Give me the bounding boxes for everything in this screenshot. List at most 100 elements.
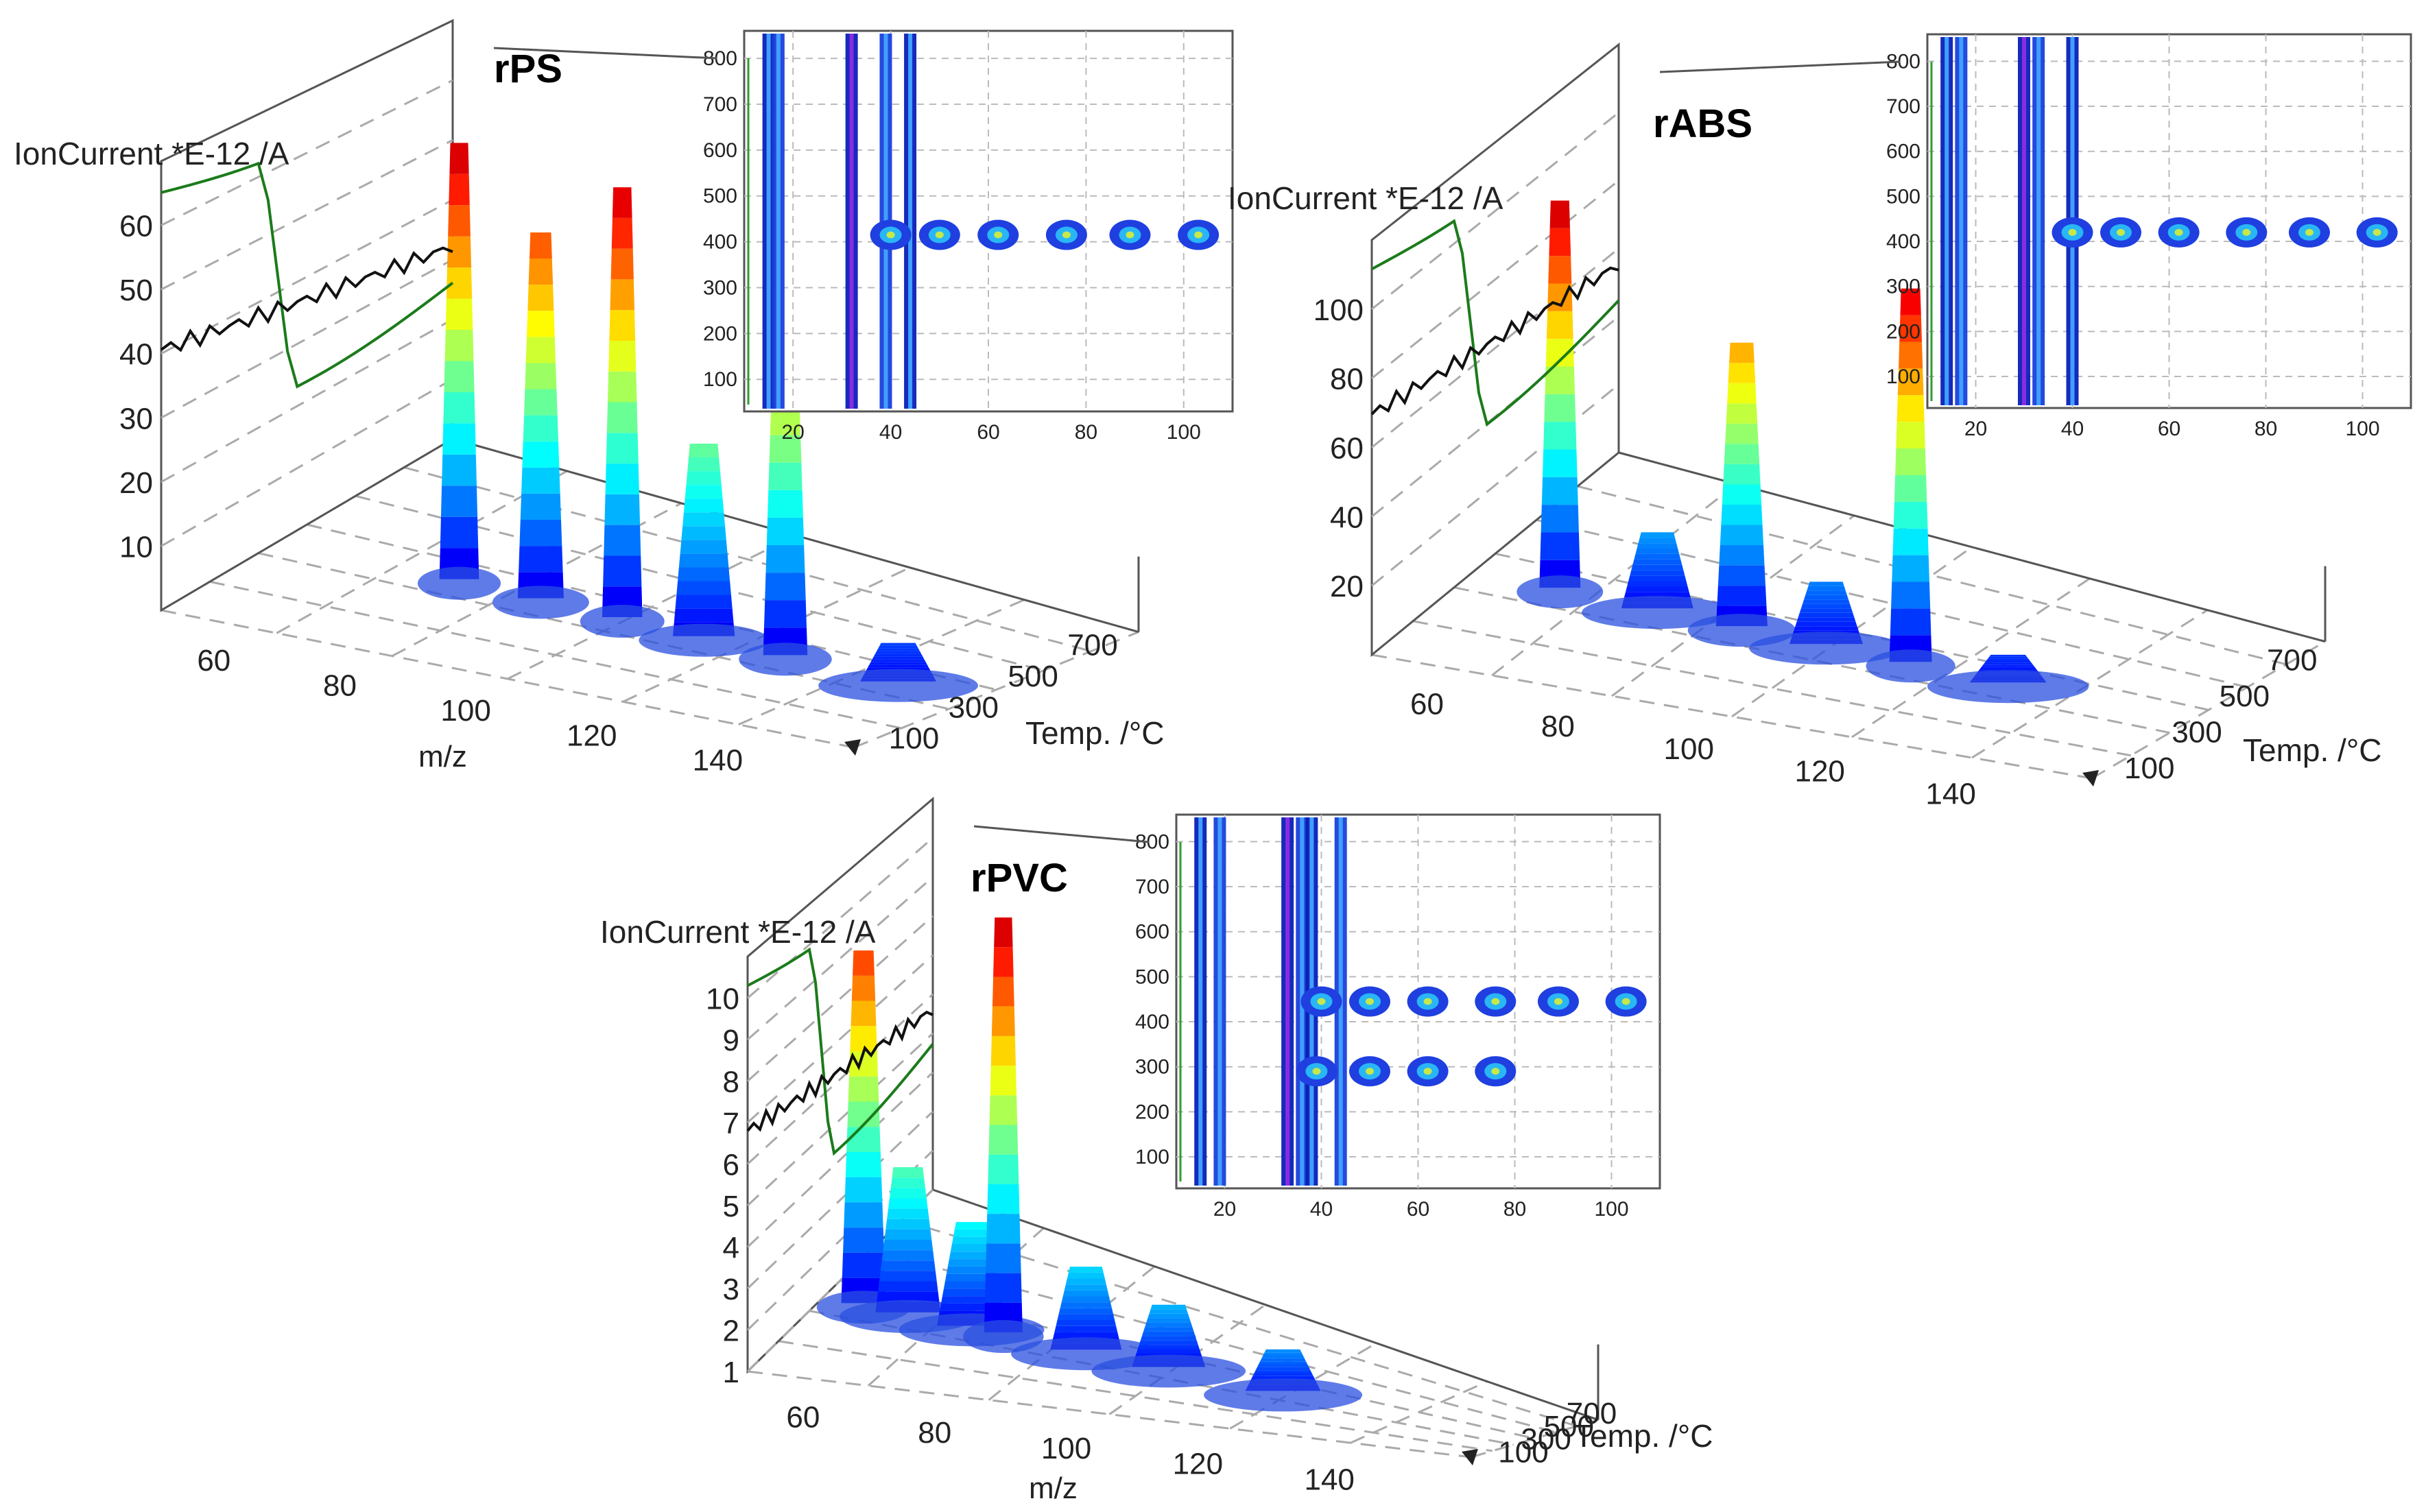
peak-base [1749,632,1903,665]
peak-segment [521,467,560,494]
inset-x-tick-label: 60 [977,421,999,444]
peak-segment [1627,581,1688,587]
peak-segment [1150,1304,1187,1310]
peak-segment [1261,1355,1305,1358]
inset-y-tick-label: 300 [703,276,737,299]
peak-segment [1263,1352,1303,1356]
inset-y-tick-label: 200 [1886,320,1920,343]
x-axis-label: m/z [418,740,467,773]
peak-segment [606,402,638,433]
inset-y-tick-label: 500 [1135,965,1169,988]
inset-blob-peak [2117,228,2125,236]
inset-blob-peak [886,231,895,239]
inset-x-tick-label: 60 [1407,1198,1429,1221]
inset-x-tick-label: 20 [782,421,805,444]
z-axis-label: IonCurrent *E-12 /A [1228,180,1503,216]
peak [818,643,978,702]
peak-segment [603,555,642,587]
peak-segment [950,1244,993,1252]
inset-band-core [2036,37,2041,405]
peak-segment [1060,1302,1113,1308]
peak-segment [1808,581,1844,586]
z-tick-label: 20 [119,466,153,500]
x-tick-label: 60 [197,644,230,677]
z-axis-label: IonCurrent *E-12 /A [14,136,289,171]
peak-segment [1264,1349,1302,1353]
z-tick-label: 6 [723,1149,739,1182]
peak-segment [1637,543,1678,549]
peak-segment [1149,1309,1189,1314]
back-wall-left [160,19,454,612]
z-tick-label: 60 [119,210,153,243]
peak-segment [1719,545,1765,566]
peak-segment [994,917,1013,948]
peak-segment [887,1208,929,1219]
peak-segment [608,340,637,372]
peak-segment [988,1125,1019,1155]
peak-segment [946,1266,997,1274]
floor-grid-line [1350,1380,1488,1444]
peak-segment [522,441,560,468]
peak-segment [1892,555,1929,582]
peak-segment [765,544,805,573]
inset-blob-peak [1423,1068,1432,1075]
peak-segment [1634,553,1681,560]
inset-blob-peak [1062,231,1071,239]
inset-x-tick-label: 40 [879,421,902,444]
peak-segment [1900,288,1921,315]
inset-y-tick-label: 400 [703,231,737,254]
peak-segment [1545,366,1575,394]
peak-segment [768,462,802,490]
peak-segment [889,1188,927,1199]
inset-blob-peak [1126,231,1134,239]
peak-segment [446,267,473,299]
peak-segment [879,643,917,646]
peak-segment [1058,1308,1114,1315]
z-tick-label: 80 [1330,363,1364,396]
peak-segment [520,493,562,520]
y-tick-label: 500 [2220,680,2270,713]
peak-segment [875,651,922,654]
x-tick-label: 60 [1410,687,1444,721]
peak-segment [850,1026,877,1052]
peak-segment [1795,621,1857,627]
peak-segment [525,337,556,363]
peak-segment [765,573,806,601]
floor-grid-line [1491,483,1737,677]
x-tick-label: 120 [1173,1448,1223,1481]
peak-segment [1257,1364,1309,1367]
y-tick-label: 100 [1498,1435,1548,1469]
z-tick-label: 30 [119,402,153,435]
peak-segment [885,1219,931,1229]
peak-segment [604,494,641,525]
peak-segment [1727,383,1757,404]
inset-blob-peak [1317,998,1326,1005]
temperature-profile-green [1371,219,1620,427]
inset-band-core [1945,37,1949,405]
peak [639,443,769,657]
inset-blob-peak [1194,231,1203,239]
peak-segment [1988,656,2029,659]
y-tick-label: 300 [2172,716,2222,749]
z-grid-line [747,837,933,999]
temperature-profile-black [160,246,453,352]
peak-segment [1062,1290,1109,1297]
inset-y-tick-label: 700 [1135,876,1169,898]
inset-y-tick-label: 500 [1886,185,1920,208]
z-grid-line [747,876,933,1041]
inset-y-tick-label: 100 [1135,1146,1169,1168]
peak-segment [1064,1284,1108,1291]
x-tick-label: 80 [1541,710,1575,743]
peak-segment [766,517,805,545]
x-tick-label: 120 [567,719,617,752]
peak-segment [1798,612,1855,618]
z-grid-line [746,1071,934,1248]
z-tick-label: 8 [723,1066,739,1099]
peak-segment [1717,565,1765,586]
inset-blob-peak [1491,998,1500,1005]
peak-segment [1147,1313,1190,1319]
peak-segment [990,1035,1016,1066]
peak-segment [892,1167,925,1178]
